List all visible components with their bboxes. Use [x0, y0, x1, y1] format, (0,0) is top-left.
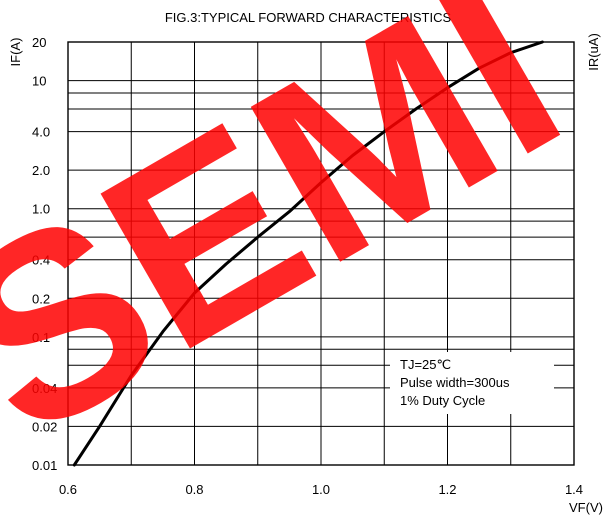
y-tick-labels: 0.01 0.02 0.04 0.1 0.2 0.4 1.0 2.0 4.0 10 20: [32, 35, 57, 473]
x-tick-label-4: 1.4: [565, 482, 583, 497]
watermark: SEMI: [0, 0, 603, 492]
y-tick-label-10: 20: [32, 35, 46, 50]
x-tick-label-1: 0.8: [185, 482, 203, 497]
annotation-duty-cycle: 1% Duty Cycle: [400, 393, 485, 408]
y-tick-label-3: 0.1: [32, 330, 50, 345]
x-axis-label: VF(V): [569, 500, 603, 515]
annotation-tj: TJ=25℃: [400, 357, 451, 372]
y-tick-label-9: 10: [32, 74, 46, 89]
chart-title: FIG.3:TYPICAL FORWARD CHARACTERISTICS: [165, 10, 452, 25]
x-tick-label-3: 1.2: [438, 482, 456, 497]
conditions-box: TJ=25℃ Pulse width=300us 1% Duty Cycle: [390, 352, 554, 414]
plot-frame: [67, 41, 575, 466]
annotation-pulse-width: Pulse width=300us: [400, 375, 510, 390]
y-tick-label-6: 1.0: [32, 202, 50, 217]
y-axis-label-right: IR(uA): [586, 33, 601, 71]
y-tick-label-7: 2.0: [32, 163, 50, 178]
forward-current-curve: [72, 40, 544, 467]
y-tick-label-8: 4.0: [32, 125, 50, 140]
y-axis-label: IF(A): [8, 38, 23, 67]
x-tick-labels: 0.6 0.8 1.0 1.2 1.4: [59, 482, 583, 497]
y-tick-label-1: 0.02: [32, 419, 57, 434]
y-tick-label-5: 0.4: [32, 253, 50, 268]
conditions-box-background: [390, 352, 554, 414]
y-tick-label-0: 0.01: [32, 458, 57, 473]
x-tick-label-2: 1.0: [312, 482, 330, 497]
y-tick-label-2: 0.04: [32, 381, 57, 396]
x-tick-label-0: 0.6: [59, 482, 77, 497]
y-tick-label-4: 0.2: [32, 291, 50, 306]
